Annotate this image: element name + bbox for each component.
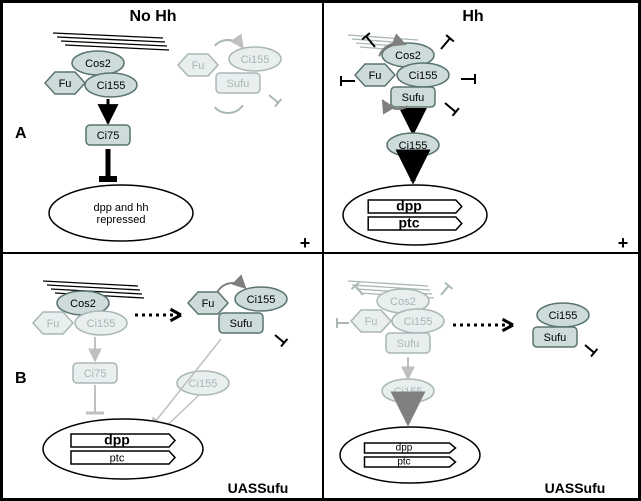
- b2-cos2-label: Cos2: [390, 296, 416, 308]
- b2-ci155-label: Ci155: [404, 316, 433, 328]
- a1-ci155-label: Ci155: [97, 80, 126, 92]
- a1-genes-text: dpp and hhrepressed: [93, 202, 148, 226]
- b2g-sufu-label: Sufu: [544, 332, 567, 344]
- header-hh: Hh: [462, 8, 483, 25]
- a2-genes-gene-label: ptc: [399, 215, 420, 231]
- row-label-b: B: [15, 370, 27, 387]
- a1-fu-label: Fu: [59, 78, 72, 90]
- a2-cos2-label: Cos2: [395, 50, 421, 62]
- b1-ci155-label: Ci155: [87, 318, 116, 330]
- b1-genes-gene-label: ptc: [110, 453, 125, 465]
- a2-fu-label: Fu: [369, 70, 382, 82]
- a1f-fu-label: Fu: [192, 60, 205, 72]
- b1g-ci155-label: Ci155: [247, 294, 276, 306]
- a2-ci155-label: Ci155: [409, 70, 438, 82]
- b1-genes-gene-label: dpp: [104, 432, 130, 448]
- b2-genes-gene-label: ptc: [397, 457, 410, 468]
- a1f-ci155-label: Ci155: [241, 54, 270, 66]
- b2-fu-label: Fu: [365, 316, 378, 328]
- b2-genes-gene-label: dpp: [396, 443, 413, 454]
- b2-genes: [340, 427, 480, 483]
- a2-genes-gene-label: dpp: [396, 198, 422, 214]
- b1-ci155free-label: Ci155: [189, 378, 218, 390]
- a1f-sufu-label: Sufu: [227, 78, 250, 90]
- corner-a1: +: [300, 233, 311, 253]
- b1g-fu-label: Fu: [202, 298, 215, 310]
- row-label-a: A: [15, 125, 27, 142]
- a2-ci155b-label: Ci155: [399, 140, 428, 152]
- a2-sufu-label: Sufu: [402, 92, 425, 104]
- header-no-hh: No Hh: [129, 8, 176, 25]
- b1g-sufu-label: Sufu: [230, 318, 253, 330]
- a1-ci75-label: Ci75: [97, 130, 120, 142]
- b1-genes: [43, 419, 203, 479]
- b1-ci75-label: Ci75: [84, 368, 107, 380]
- b2g-ci155-label: Ci155: [549, 310, 578, 322]
- b2-ci155b-label: Ci155: [394, 386, 423, 398]
- corner-a2: +: [618, 233, 629, 253]
- b1-fu-label: Fu: [47, 318, 60, 330]
- b2-sufu-label: Sufu: [397, 338, 420, 350]
- corner-b2: UASSufu: [545, 480, 606, 496]
- a1-cos2-label: Cos2: [85, 58, 111, 70]
- b1-cos2-label: Cos2: [70, 298, 96, 310]
- corner-b1: UASSufu: [228, 480, 289, 496]
